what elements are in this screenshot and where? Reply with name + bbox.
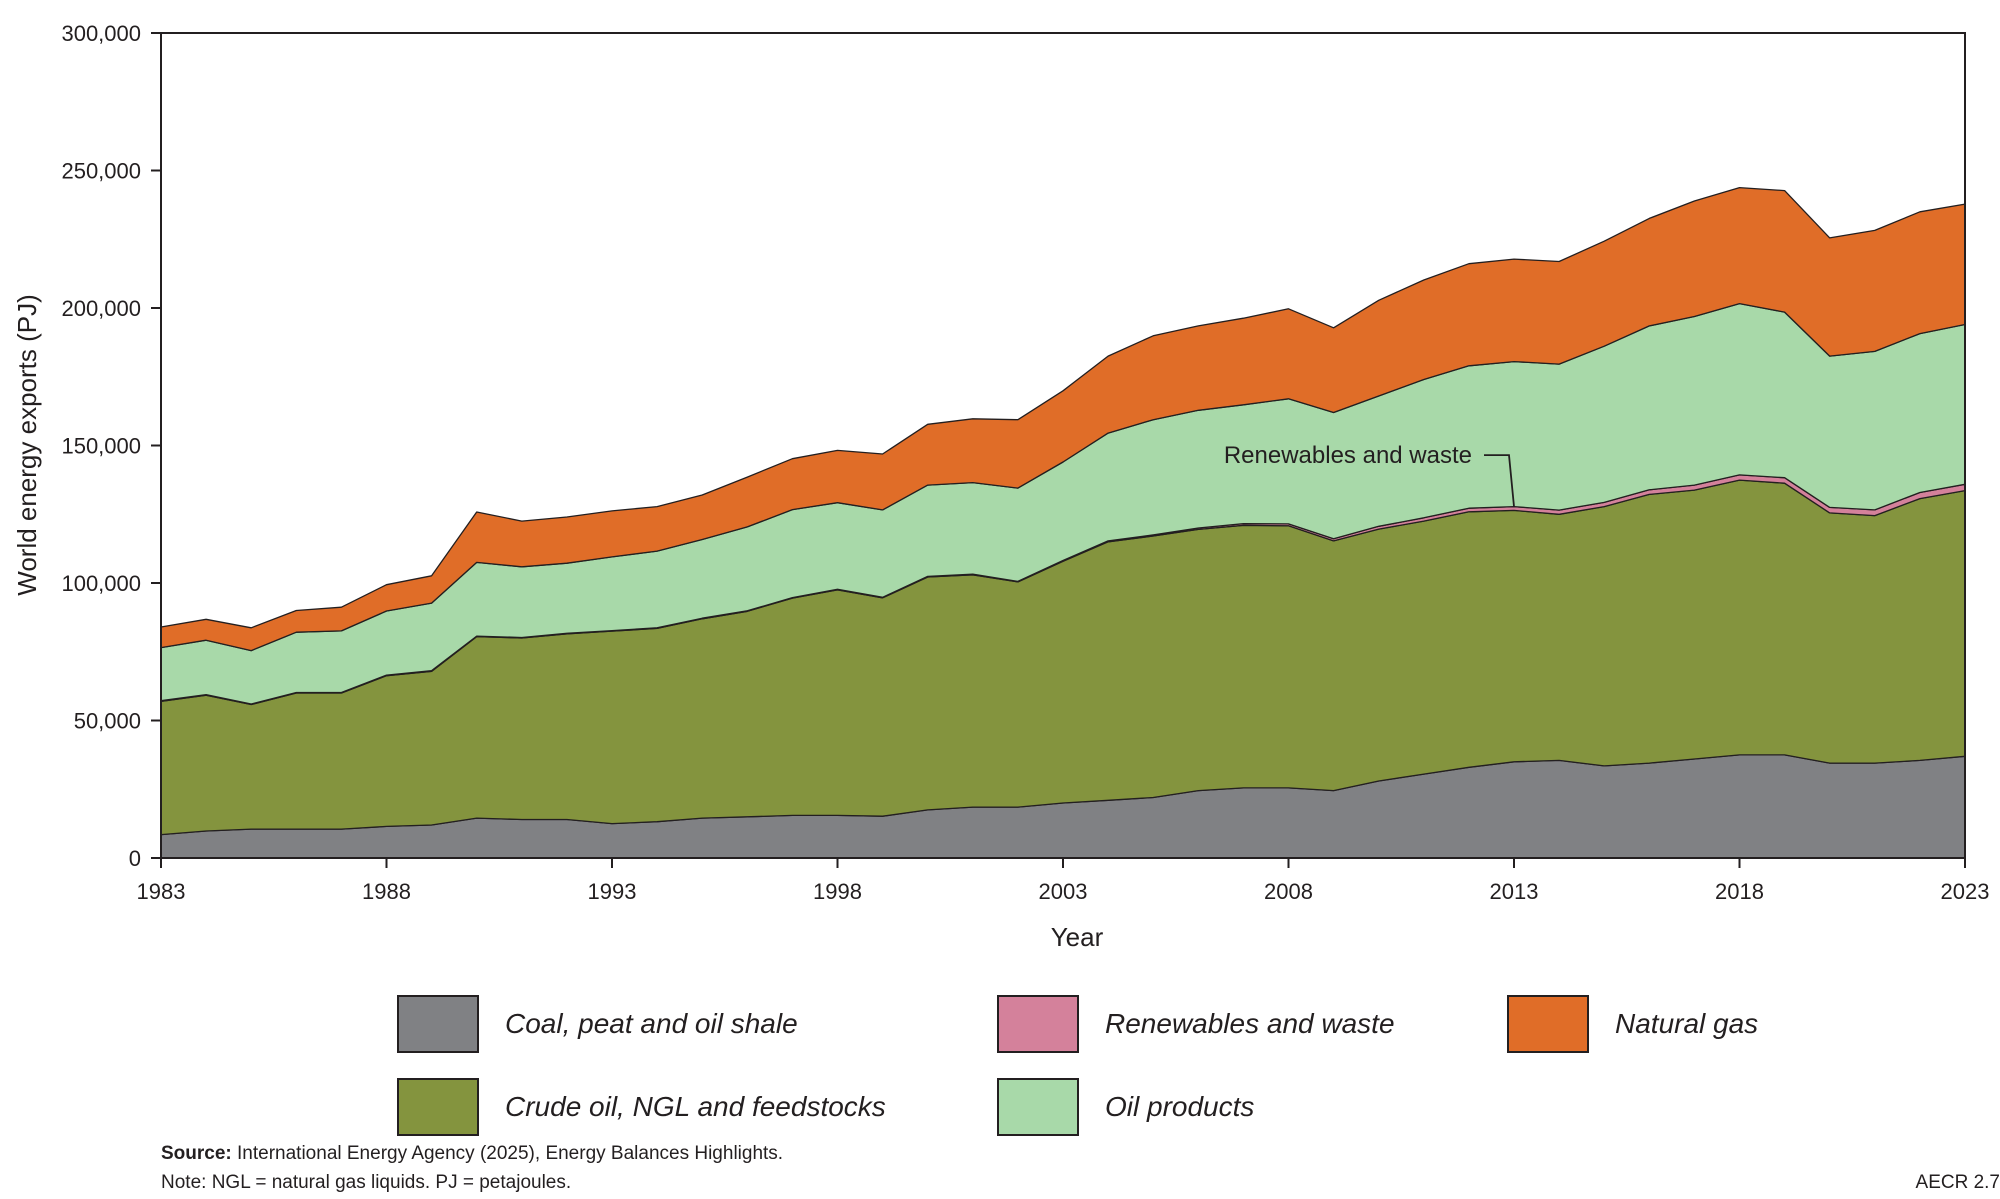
y-tick-label: 300,000 [61,21,141,46]
y-axis-title: World energy exports (PJ) [12,294,42,596]
source-text: International Energy Agency (2025), Ener… [231,1143,784,1164]
y-tick-label: 100,000 [61,571,141,596]
x-tick-label: 1988 [362,879,411,904]
figure-id: AECR 2.7 [1915,1172,2000,1193]
x-tick-label: 2013 [1490,879,1539,904]
source-note: Source: International Energy Agency (202… [161,1143,783,1165]
x-tick-label: 1983 [137,879,186,904]
x-tick-label: 1998 [813,879,862,904]
source-label: Source: [161,1143,232,1164]
x-tick-label: 1993 [588,879,637,904]
x-tick-label: 2003 [1039,879,1088,904]
callout-leader-line [1484,454,1515,507]
y-axis: 0 50,000 100,000 150,000 200,000 250,000 300,0… [61,21,161,871]
y-tick-label: 50,000 [74,709,141,734]
x-tick-label: 2023 [1941,879,1990,904]
callout-label: Renewables and waste [1224,442,1472,469]
x-tick-label: 2008 [1264,879,1313,904]
x-axis: 1983 1988 1993 1998 2003 2008 2013 2018 2023 [137,858,1990,904]
renewables-callout: Renewables and waste [1224,442,1515,507]
stacked-areas [160,186,1966,859]
y-tick-label: 0 [129,846,141,871]
x-axis-title: Year [1051,922,1104,952]
y-tick-label: 250,000 [61,159,141,184]
x-tick-label: 2018 [1715,879,1764,904]
y-tick-label: 150,000 [61,434,141,459]
y-tick-label: 200,000 [61,296,141,321]
abbreviation-note: Note: NGL = natural gas liquids. PJ = pe… [161,1172,572,1193]
